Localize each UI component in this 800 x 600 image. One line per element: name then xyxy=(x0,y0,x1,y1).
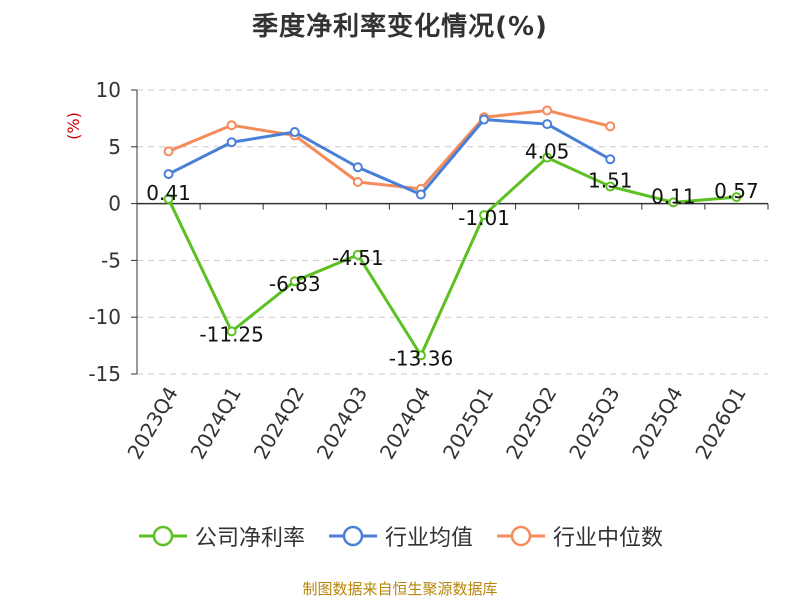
legend-item[interactable]: 行业中位数 xyxy=(495,520,663,552)
series-line-1 xyxy=(167,156,737,357)
series-line-3 xyxy=(167,108,611,191)
source-note: 制图数据来自恒生聚源数据库 xyxy=(302,580,498,598)
data-label: -1.01 xyxy=(458,206,510,230)
data-label: -6.83 xyxy=(269,272,321,296)
legend-marker xyxy=(510,525,532,547)
data-point xyxy=(479,210,490,221)
y-tick-label: -10 xyxy=(88,305,121,329)
data-label: 0.11 xyxy=(651,184,696,208)
x-tick-label: 2024Q3 xyxy=(312,383,372,464)
data-point xyxy=(352,162,363,173)
data-label: 1.51 xyxy=(588,168,633,192)
x-tick-label: 2025Q4 xyxy=(627,383,687,464)
x-tick-label: 2024Q1 xyxy=(186,383,246,464)
data-point xyxy=(352,177,363,188)
legend: 公司净利率 行业均值 行业中位数 xyxy=(0,520,800,552)
x-tick-label: 2025Q2 xyxy=(501,383,561,464)
x-tick-label: 2025Q1 xyxy=(438,383,498,464)
y-axis-label: (%) xyxy=(64,112,83,140)
series-line-2 xyxy=(167,118,611,197)
legend-label: 行业均值 xyxy=(384,526,473,551)
legend-item[interactable]: 公司净利率 xyxy=(137,520,305,552)
chart-title: 季度净利率变化情况(%) xyxy=(252,12,548,42)
y-tick-label: 10 xyxy=(96,78,121,102)
data-point xyxy=(605,181,616,192)
data-label: 0.57 xyxy=(714,179,759,203)
data-point xyxy=(542,105,553,116)
data-point xyxy=(163,169,174,180)
legend-label: 公司净利率 xyxy=(194,526,305,551)
x-tick-label: 2024Q4 xyxy=(375,383,435,464)
x-tick-label: 2023Q4 xyxy=(122,383,182,464)
y-tick-label: 5 xyxy=(108,135,121,159)
legend-swatch xyxy=(328,525,377,547)
x-tick-label: 2025Q3 xyxy=(564,383,624,464)
data-label: -13.36 xyxy=(389,346,453,370)
y-tick-label: -5 xyxy=(101,248,121,272)
data-point xyxy=(415,350,426,361)
data-label: 0.41 xyxy=(146,181,191,205)
data-label: 4.05 xyxy=(525,140,570,164)
data-point xyxy=(605,154,616,165)
data-point xyxy=(731,192,742,203)
data-point xyxy=(479,114,490,125)
x-tick-label: 2026Q1 xyxy=(690,383,750,464)
data-point xyxy=(352,249,363,260)
data-point xyxy=(415,189,426,200)
legend-label: 行业中位数 xyxy=(553,526,664,551)
data-labels: 0.41 -11.25 -6.83 -4.51 -13.36 -1.01 4.05 1.51 0… xyxy=(146,140,758,371)
data-point xyxy=(289,276,300,287)
data-point xyxy=(289,127,300,138)
data-label: -11.25 xyxy=(199,322,263,346)
series-layer xyxy=(163,105,742,361)
data-point xyxy=(542,152,553,163)
legend-swatch xyxy=(138,525,187,547)
data-point xyxy=(226,137,237,148)
data-point xyxy=(542,119,553,130)
y-tick-label: 0 xyxy=(108,192,121,216)
data-point xyxy=(668,197,679,208)
data-label: -4.51 xyxy=(332,246,384,270)
y-tick-label: -15 xyxy=(88,362,121,386)
legend-swatch xyxy=(497,525,545,547)
data-point xyxy=(605,121,616,132)
legend-marker xyxy=(152,525,174,547)
data-point xyxy=(226,120,237,131)
legend-marker xyxy=(342,525,364,547)
data-point xyxy=(163,146,174,157)
x-tick-label: 2024Q2 xyxy=(249,383,309,464)
data-point xyxy=(163,193,174,204)
data-point xyxy=(226,326,237,337)
legend-item[interactable]: 行业均值 xyxy=(327,520,473,552)
